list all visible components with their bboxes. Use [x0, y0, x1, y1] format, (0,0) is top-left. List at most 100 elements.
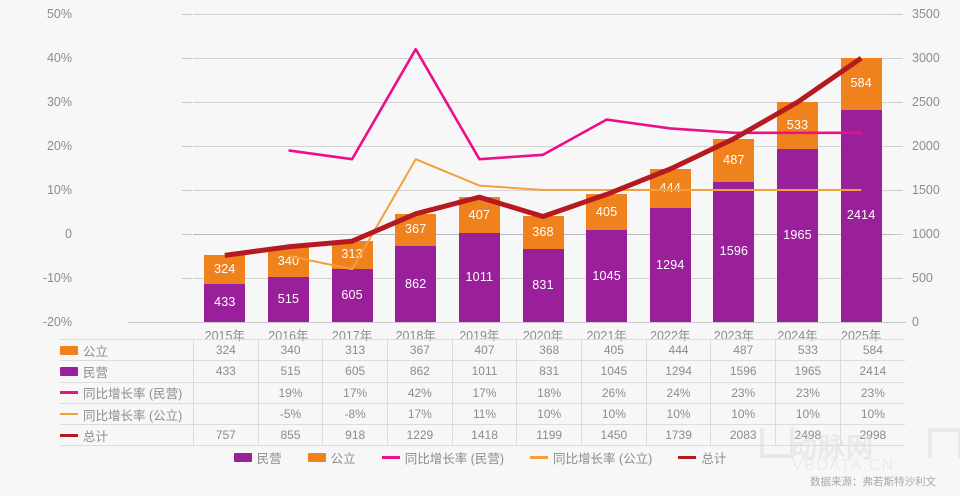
axis-tick-mark	[893, 234, 903, 235]
axis-tick-mark	[893, 14, 903, 15]
table-cell: -5%	[258, 403, 324, 426]
table-cell: 831	[516, 360, 583, 383]
axis-tick-mark	[893, 278, 903, 279]
legend-item-label: 总计	[701, 452, 727, 466]
bar-value-label: 1045	[592, 268, 621, 283]
axis-tick-mark	[893, 146, 903, 147]
bar-segment-public: 324	[204, 255, 246, 284]
table-row-label-cell: 公立	[60, 338, 194, 362]
axis-tick-mark	[182, 190, 192, 191]
bar-segment-private: 1294	[649, 208, 691, 322]
legend-line-icon	[381, 456, 400, 459]
table-cell: 17%	[452, 382, 518, 404]
left-axis-tick-label: 50%	[46, 6, 72, 21]
right-axis-tick-label: 3000	[912, 50, 940, 65]
table-cell: 2083	[710, 424, 777, 447]
chart-plot-area: -20% -10% 0 10% 20% 30% 40% 50% 0 500 1000 1500 200…	[42, 6, 940, 343]
bar-segment-private: 831	[522, 248, 564, 322]
legend-swatch-icon	[60, 345, 78, 355]
legend-item[interactable]: 公立	[307, 448, 356, 467]
bar-segment-public: 368	[522, 216, 564, 249]
table-cell: 515	[258, 360, 324, 383]
left-axis-tick-label: -10%	[42, 270, 72, 285]
table-cell: 10%	[646, 403, 712, 426]
table-cell: 17%	[322, 382, 389, 404]
left-axis-tick-label: 20%	[46, 138, 72, 153]
axis-tick-mark	[182, 146, 192, 147]
bar-segment-private: 2414	[840, 109, 882, 322]
bar-value-label: 367	[404, 222, 427, 237]
table-cell: 533	[775, 338, 841, 362]
legend-line-icon	[60, 391, 78, 394]
table-cell: 10%	[516, 403, 583, 426]
bar-segment-private: 433	[204, 283, 246, 322]
left-axis-tick-label: 0	[65, 226, 72, 241]
legend-item-label: 民营	[256, 452, 282, 466]
table-row: 民营 433 515 605 862 1011 831 1045 1294 1596 1965 241…	[60, 360, 905, 383]
table-cell	[193, 382, 259, 404]
bar-value-label: 368	[532, 225, 554, 240]
table-cell	[193, 403, 259, 426]
legend-line-icon	[60, 412, 78, 416]
legend-item-label: 同比增长率 (公立)	[553, 452, 653, 466]
right-axis-tick-label: 1500	[912, 182, 940, 197]
axis-tick-mark	[893, 102, 903, 103]
table-row-label: 公立	[83, 344, 109, 359]
table-cell: 24%	[646, 382, 712, 404]
bar-value-label: 313	[341, 247, 363, 262]
table-row-label-cell: 同比增长率 (公立)	[60, 403, 194, 426]
table-cell: 433	[193, 360, 259, 383]
legend-line-icon	[60, 433, 78, 438]
table-cell: 1229	[387, 424, 453, 447]
table-row-label: 同比增长率 (公立)	[83, 408, 183, 423]
gridline	[193, 102, 893, 103]
bar-segment-public: 313	[331, 241, 373, 269]
source-note: 数据来源：弗若斯特沙利文	[810, 476, 936, 488]
legend-item[interactable]: 总计	[678, 448, 726, 467]
table-cell: 1011	[452, 360, 518, 383]
legend-line-icon	[678, 455, 697, 460]
table-cell: 2998	[840, 424, 905, 447]
table-cell: 1199	[516, 424, 583, 447]
bar-value-label: 2414	[846, 208, 876, 223]
table-cell: 23%	[710, 382, 777, 404]
table-cell: 19%	[258, 382, 324, 404]
bar-value-label: 831	[532, 277, 554, 292]
left-axis-tick-label: 40%	[46, 50, 72, 65]
data-table: 公立 324 340 313 367 407 368 405 444 487 533 584 民营 433…	[60, 338, 905, 447]
table-cell: 405	[581, 338, 647, 362]
table-cell: 340	[258, 338, 324, 362]
bar-value-label: 1011	[465, 270, 494, 284]
legend-item[interactable]: 同比增长率 (民营)	[381, 448, 504, 467]
bar-value-label: 324	[214, 262, 236, 277]
right-axis-tick-label: 2000	[912, 138, 940, 153]
table-cell: 10%	[710, 403, 777, 426]
bar-value-label: 862	[404, 276, 427, 291]
table-row: 公立 324 340 313 367 407 368 405 444 487 533 584	[60, 338, 905, 362]
legend-item[interactable]: 民营	[233, 448, 282, 467]
bar-value-label: 533	[786, 118, 809, 133]
gridline	[193, 58, 893, 59]
table-cell: 407	[452, 338, 518, 362]
bar-segment-private: 1045	[586, 230, 628, 322]
table-row-label-cell: 民营	[60, 360, 194, 383]
table-cell: -8%	[322, 403, 389, 426]
table-cell: 1450	[581, 424, 647, 447]
bar-value-label: 1596	[719, 244, 749, 259]
line-series-group	[224, 47, 863, 271]
right-axis-tick-label: 2500	[912, 94, 940, 109]
table-cell: 313	[322, 338, 389, 362]
table-row: 总计 757 855 918 1229 1418 1199 1450 1739 2083 2498 2…	[60, 424, 905, 447]
table-cell: 10%	[581, 403, 647, 426]
right-axis-tick-label: 500	[912, 270, 933, 285]
bar-value-label: 1965	[783, 228, 812, 243]
bar-segment-private: 862	[395, 246, 437, 322]
table-cell: 11%	[452, 403, 518, 426]
axis-tick-mark	[182, 102, 192, 103]
table-row-label: 总计	[83, 429, 109, 444]
legend-item[interactable]: 同比增长率 (公立)	[530, 448, 652, 467]
right-axis-tick-label: 3500	[912, 6, 940, 21]
chart-legend: 民营 公立 同比增长率 (民营) 同比增长率 (公立) 总计	[0, 448, 960, 467]
bar-value-label: 1294	[655, 257, 685, 272]
